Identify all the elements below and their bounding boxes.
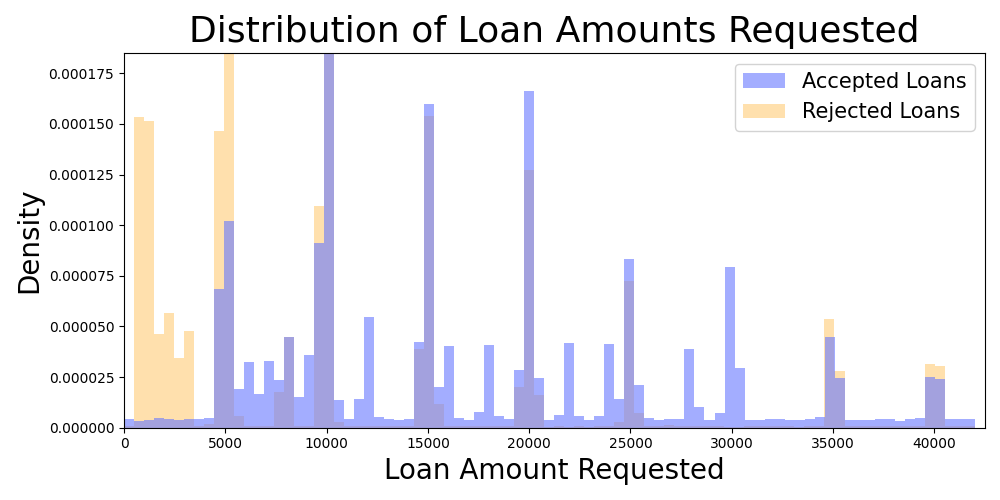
Title: Distribution of Loan Amounts Requested: Distribution of Loan Amounts Requested xyxy=(189,15,920,49)
Polygon shape xyxy=(124,0,975,428)
X-axis label: Loan Amount Requested: Loan Amount Requested xyxy=(384,457,725,485)
Legend: Accepted Loans, Rejected Loans: Accepted Loans, Rejected Loans xyxy=(735,64,975,130)
Y-axis label: Density: Density xyxy=(15,188,43,293)
Polygon shape xyxy=(124,0,975,428)
